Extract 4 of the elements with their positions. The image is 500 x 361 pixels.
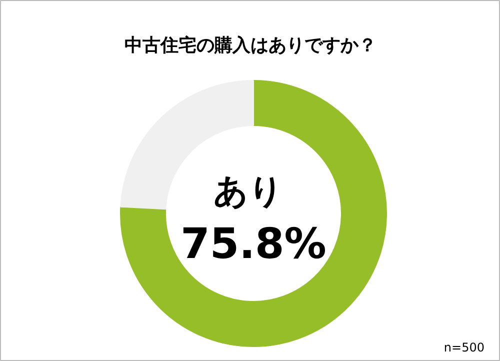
chart-title: 中古住宅の購入はありですか？ <box>124 35 376 56</box>
slice-label: あり <box>214 172 284 212</box>
data-label: 75.8% <box>180 219 326 268</box>
text: n=500 <box>444 340 485 354</box>
